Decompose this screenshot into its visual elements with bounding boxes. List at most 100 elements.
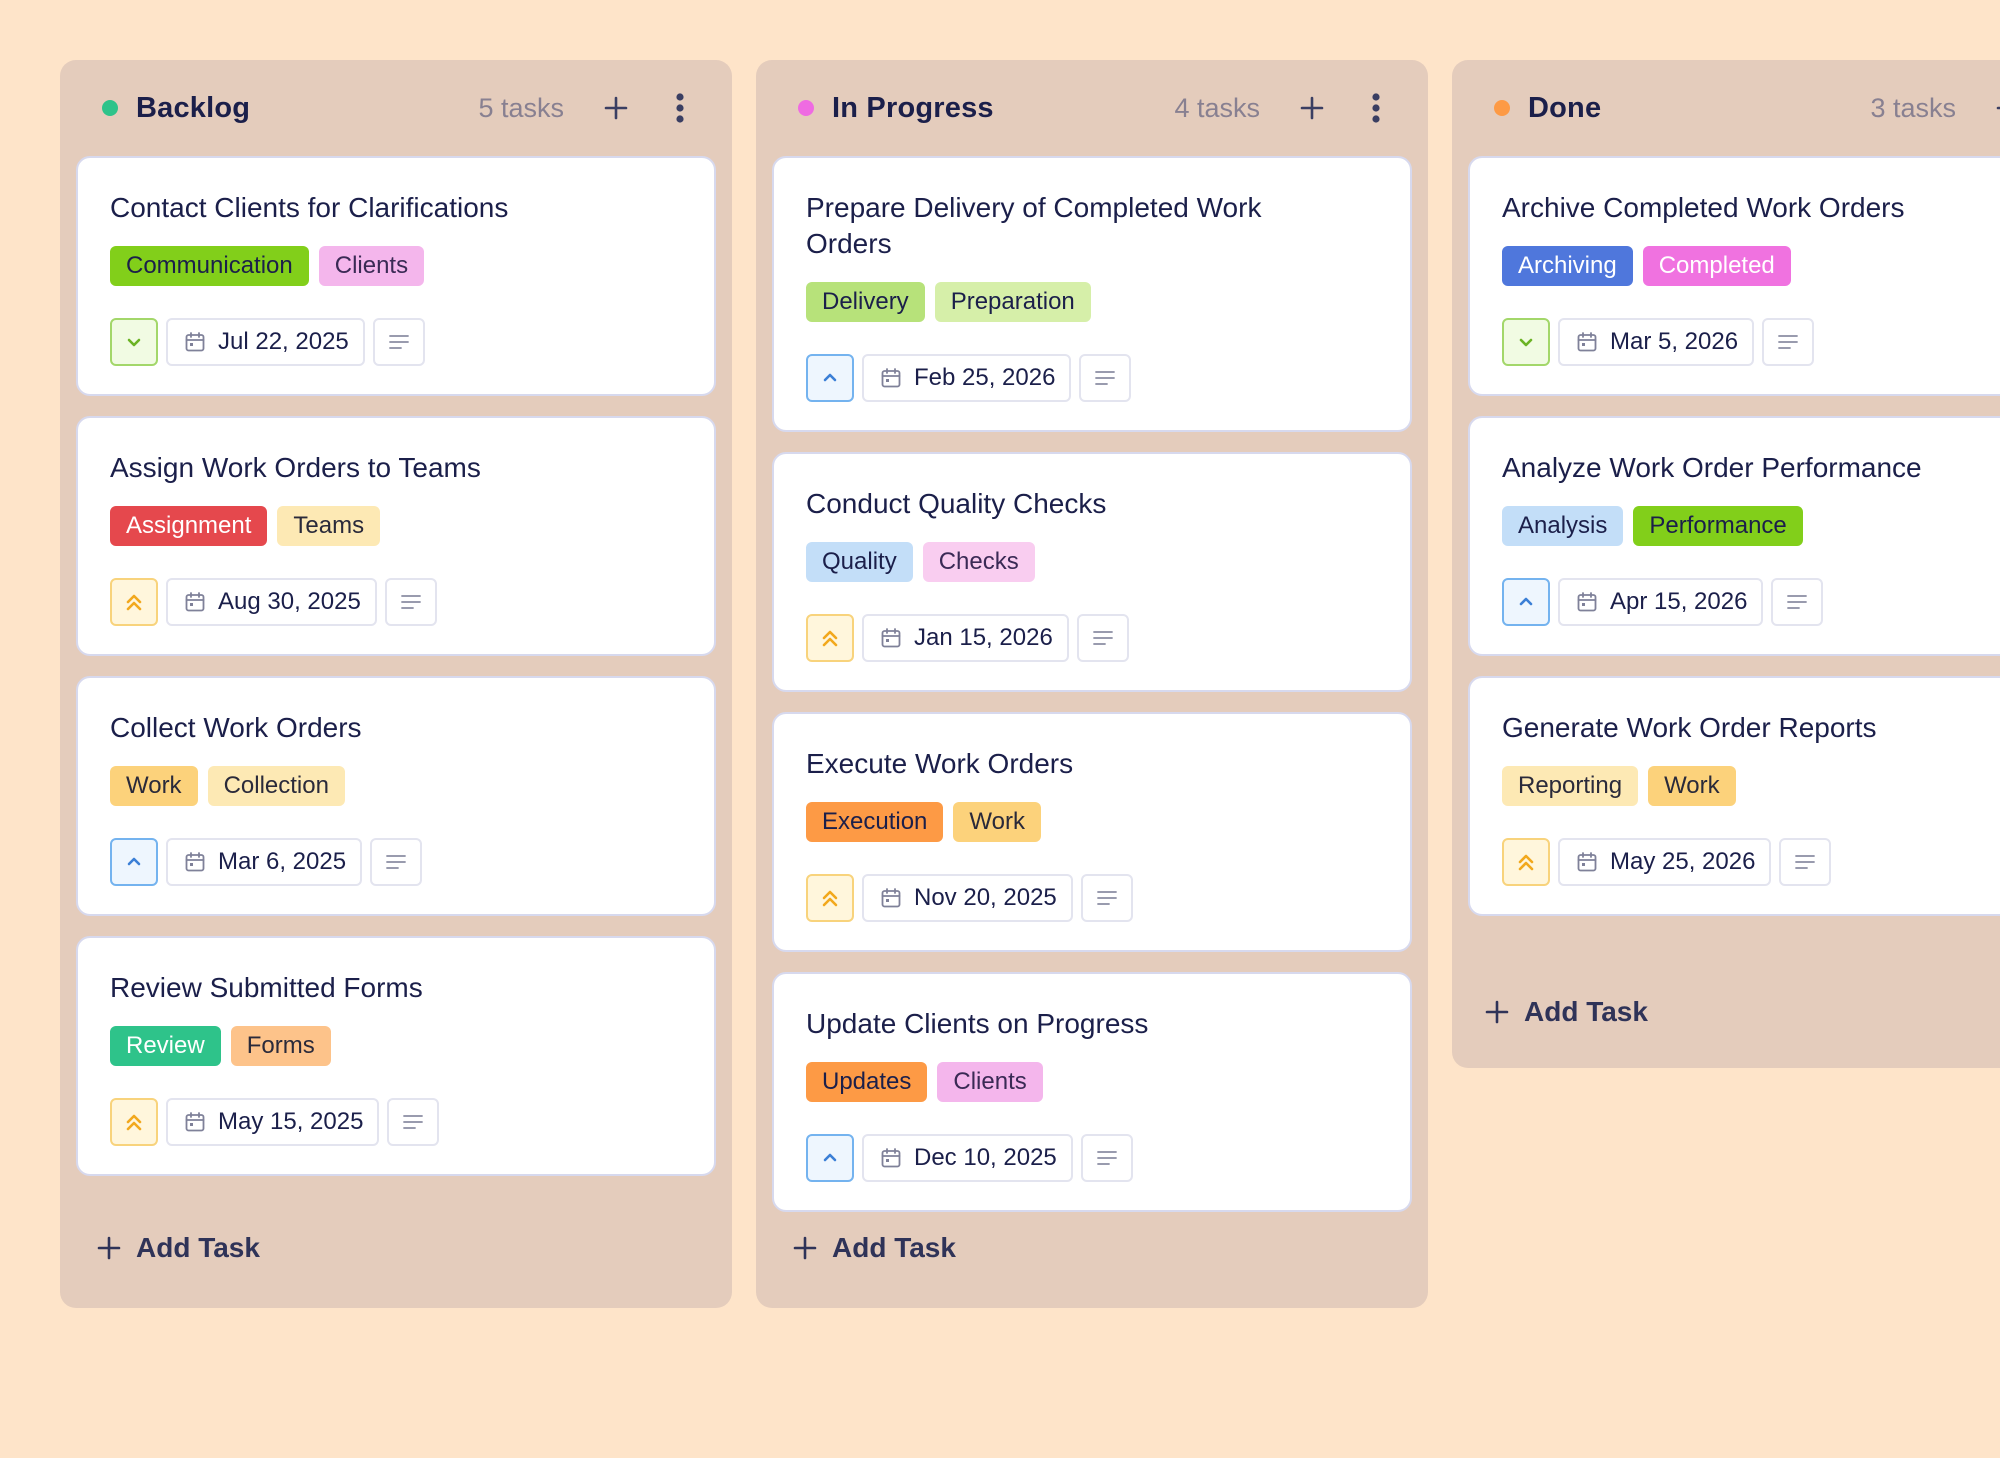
notes-lines-icon[interactable] [1080, 1134, 1133, 1182]
due-date[interactable]: Jul 22, 2025 [166, 318, 365, 366]
column-backlog: Backlog 5 tasks Contact Clients for Clar… [60, 60, 732, 1308]
add-task-plus-icon[interactable] [1292, 88, 1332, 128]
priority-double-chevron-up-icon[interactable] [110, 578, 158, 626]
priority-double-chevron-up-icon[interactable] [806, 874, 854, 922]
notes-lines-icon[interactable] [1762, 318, 1815, 366]
column-in-progress: In Progress 4 tasks Prepare Delivery of … [756, 60, 1428, 1308]
priority-double-chevron-up-icon[interactable] [1502, 838, 1550, 886]
task-card[interactable]: Analyze Work Order Performance Analysis Pe… [1468, 416, 2000, 656]
notes-lines-icon[interactable] [1779, 838, 1832, 886]
tag-label[interactable]: Quality [806, 542, 913, 582]
tag-list: Work Collection [110, 766, 682, 806]
task-card[interactable]: Prepare Delivery of Completed Work Order… [772, 156, 1412, 432]
calendar-icon [1577, 852, 1597, 872]
tag-label[interactable]: Assignment [110, 506, 268, 546]
due-date-label: Feb 25, 2026 [914, 364, 1056, 391]
card-list: Archive Completed Work Orders Archiving Co… [1468, 156, 2000, 972]
task-title: Execute Work Orders [806, 748, 1074, 779]
add-task-button[interactable]: Add Task [1484, 992, 1648, 1032]
more-vertical-icon[interactable] [1356, 88, 1396, 128]
add-task-button[interactable]: Add Task [96, 1228, 260, 1268]
tag-label[interactable]: Delivery [806, 282, 925, 322]
due-date[interactable]: Mar 5, 2026 [1558, 318, 1755, 366]
priority-chevron-down-icon[interactable] [1502, 318, 1550, 366]
task-card[interactable]: Generate Work Order Reports Reporting Work… [1468, 676, 2000, 916]
calendar-icon [185, 332, 205, 352]
due-date[interactable]: Jan 15, 2026 [862, 614, 1069, 662]
task-card[interactable]: Assign Work Orders to Teams Assignment Tea… [76, 416, 716, 656]
task-card[interactable]: Execute Work Orders Execution Work Nov 20, … [772, 712, 1412, 952]
add-task-plus-icon[interactable] [1988, 88, 2000, 128]
notes-lines-icon[interactable] [372, 318, 425, 366]
tag-label[interactable]: Clients [318, 246, 425, 286]
tag-label[interactable]: Clients [937, 1062, 1043, 1102]
add-task-plus-icon[interactable] [596, 88, 636, 128]
priority-chevron-up-icon[interactable] [110, 838, 158, 886]
task-title: Update Clients on Progress [806, 1008, 1149, 1039]
tag-label[interactable]: Teams [277, 506, 381, 546]
task-card[interactable]: Conduct Quality Checks Quality Checks Jan 1… [772, 452, 1412, 692]
tag-label[interactable]: Performance [1633, 506, 1803, 546]
tag-label[interactable]: Forms [230, 1026, 331, 1066]
card-list: Prepare Delivery of Completed Work Order… [772, 156, 1412, 1264]
notes-lines-icon[interactable] [1076, 614, 1129, 662]
column-status-dot [798, 100, 814, 116]
priority-chevron-up-icon[interactable] [1502, 578, 1550, 626]
tag-label[interactable]: Updates [806, 1062, 928, 1102]
tag-label[interactable]: Work [1648, 766, 1736, 806]
due-date[interactable]: Aug 30, 2025 [166, 578, 377, 626]
due-date[interactable]: Nov 20, 2025 [862, 874, 1073, 922]
tag-label[interactable]: Archiving [1502, 246, 1633, 286]
tag-label[interactable]: Work [110, 766, 198, 806]
add-task-label: Add Task [136, 1232, 260, 1263]
task-card[interactable]: Update Clients on Progress Updates Clients… [772, 972, 1412, 1212]
tag-label[interactable]: Checks [922, 542, 1035, 582]
task-card[interactable]: Contact Clients for Clarifications Commun… [76, 156, 716, 396]
due-date[interactable]: Mar 6, 2025 [166, 838, 363, 886]
notes-lines-icon[interactable] [1079, 354, 1132, 402]
tag-label[interactable]: Communication [110, 246, 309, 286]
priority-double-chevron-up-icon[interactable] [806, 614, 854, 662]
tag-label[interactable]: Completed [1642, 246, 1791, 286]
due-date-label: Mar 6, 2025 [218, 848, 347, 875]
more-vertical-icon[interactable] [660, 88, 700, 128]
task-title: Prepare Delivery of Completed Work Order… [806, 192, 1262, 259]
due-date[interactable]: Apr 15, 2026 [1558, 578, 1764, 626]
notes-lines-icon[interactable] [387, 1098, 440, 1146]
column-title: Done [1528, 91, 1602, 124]
tag-list: Communication Clients [110, 246, 682, 286]
notes-lines-icon[interactable] [370, 838, 423, 886]
task-meta: Feb 25, 2026 [806, 354, 1378, 402]
tag-list: Quality Checks [806, 542, 1378, 582]
priority-double-chevron-up-icon[interactable] [110, 1098, 158, 1146]
due-date[interactable]: Feb 25, 2026 [862, 354, 1072, 402]
due-date[interactable]: May 25, 2026 [1558, 838, 1772, 886]
tag-label[interactable]: Analysis [1502, 506, 1624, 546]
tag-label[interactable]: Work [953, 802, 1041, 842]
notes-lines-icon[interactable] [384, 578, 437, 626]
add-task-button[interactable]: Add Task [792, 1228, 956, 1268]
task-card[interactable]: Archive Completed Work Orders Archiving Co… [1468, 156, 2000, 396]
tag-label[interactable]: Collection [207, 766, 345, 806]
task-card[interactable]: Review Submitted Forms Review Forms May 15,… [76, 936, 716, 1176]
task-title: Collect Work Orders [110, 712, 362, 743]
due-date[interactable]: May 15, 2025 [166, 1098, 380, 1146]
due-date-label: Jul 22, 2025 [218, 328, 349, 355]
tag-label[interactable]: Preparation [934, 282, 1091, 322]
due-date-label: Dec 10, 2025 [914, 1144, 1057, 1171]
task-meta: Apr 15, 2026 [1502, 578, 2000, 626]
calendar-icon [881, 628, 901, 648]
tag-label[interactable]: Review [110, 1026, 221, 1066]
task-meta: Jul 22, 2025 [110, 318, 682, 366]
task-card[interactable]: Collect Work Orders Work Collection Mar 6, … [76, 676, 716, 916]
due-date[interactable]: Dec 10, 2025 [862, 1134, 1073, 1182]
tag-label[interactable]: Execution [806, 802, 944, 842]
tag-label[interactable]: Reporting [1502, 766, 1639, 806]
plus-icon [97, 1236, 121, 1260]
notes-lines-icon[interactable] [1771, 578, 1824, 626]
priority-chevron-down-icon[interactable] [110, 318, 158, 366]
notes-lines-icon[interactable] [1080, 874, 1133, 922]
task-title: Contact Clients for Clarifications [110, 192, 509, 223]
priority-chevron-up-icon[interactable] [806, 354, 854, 402]
priority-chevron-up-icon[interactable] [806, 1134, 854, 1182]
